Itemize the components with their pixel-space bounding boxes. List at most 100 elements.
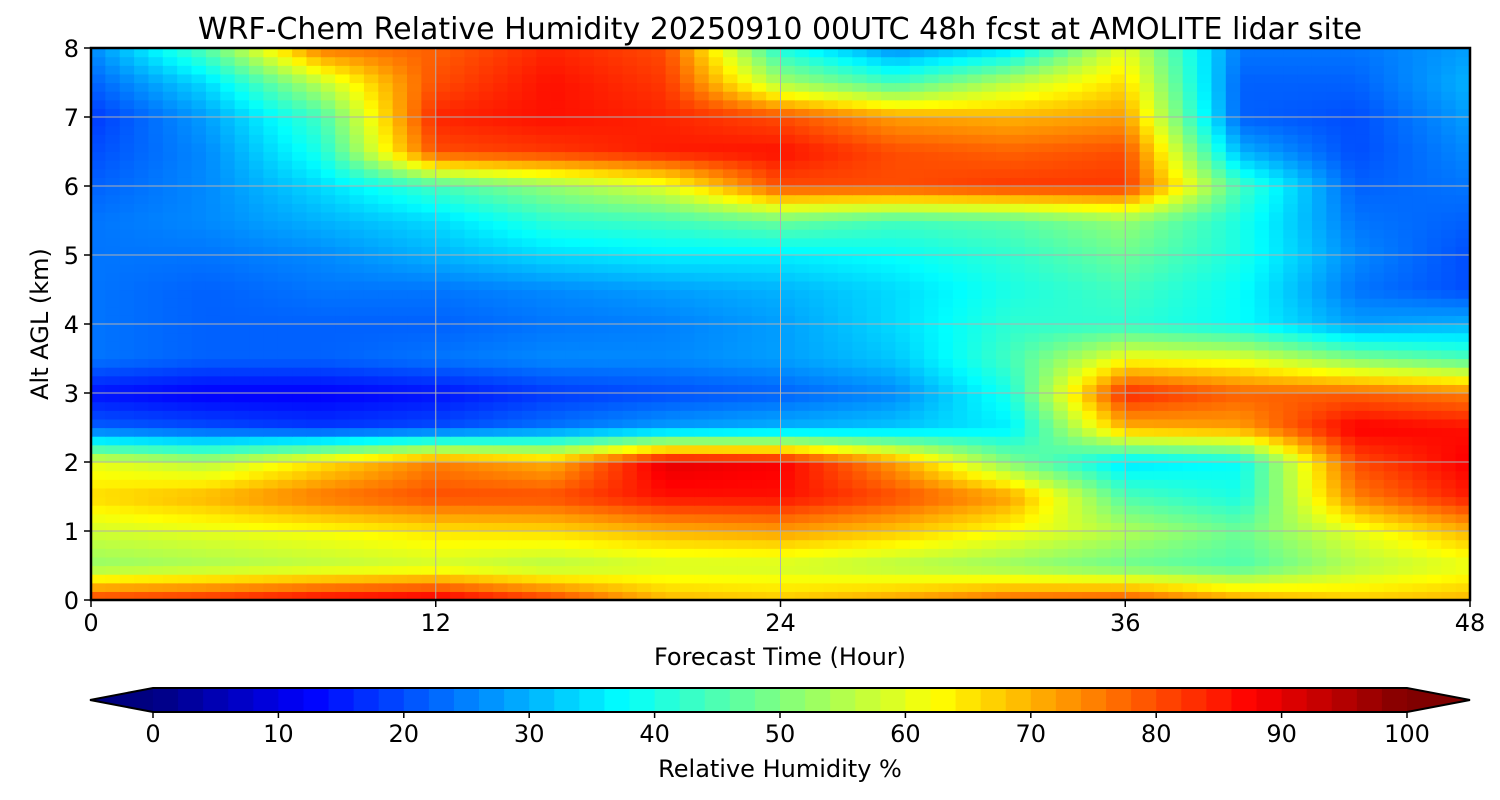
heatmap-cell [1125,263,1141,273]
heatmap-cell [1455,289,1470,299]
heatmap-cell [234,272,250,282]
heatmap-cell [378,418,394,429]
heatmap-cell [177,436,193,446]
heatmap-cell [895,574,911,584]
heatmap-cell [220,280,236,291]
heatmap-cell [162,168,178,178]
heatmap-cell [1211,186,1227,196]
heatmap-cell [277,349,293,360]
heatmap-cell [1398,289,1414,299]
heatmap-cell [1455,556,1470,567]
heatmap-cell [665,203,681,213]
heatmap-cell [1010,531,1026,541]
heatmap-cell [1398,427,1414,437]
heatmap-cell [1096,513,1112,523]
heatmap-cell [780,505,796,515]
heatmap-cell [134,513,150,523]
heatmap-cell [91,522,106,532]
heatmap-cell [622,548,638,558]
heatmap-cell [1340,349,1356,360]
heatmap-cell [320,384,336,394]
heatmap-cell [866,298,882,308]
heatmap-cell [665,453,681,463]
heatmap-cell [780,341,796,351]
heatmap-cell [234,548,250,558]
heatmap-cell [162,186,178,196]
heatmap-cell [565,272,580,282]
heatmap-cell [924,306,940,316]
heatmap-cell [780,548,796,558]
heatmap-cell [335,496,351,506]
heatmap-cell [1240,263,1256,273]
heatmap-cell [1024,522,1040,532]
heatmap-cell [924,582,940,592]
heatmap-cell [651,384,667,394]
heatmap-cell [263,332,279,342]
heatmap-cell [1383,246,1399,256]
heatmap-cell [464,151,480,161]
heatmap-cell [1197,358,1213,368]
heatmap-cell [1254,168,1270,178]
heatmap-cell [981,401,997,411]
heatmap-cell [866,462,882,472]
heatmap-cell [622,358,638,368]
heatmap-cell [766,194,782,204]
heatmap-cell [694,324,710,334]
heatmap-cell [679,194,695,204]
heatmap-cell [1067,186,1083,196]
heatmap-cell [1010,246,1026,256]
heatmap-cell [881,186,897,196]
heatmap-cell [967,298,983,308]
heatmap-cell [493,591,509,600]
heatmap-cell [1240,151,1256,161]
heatmap-cell [249,505,264,515]
heatmap-cell [91,591,106,600]
heatmap-cell [1398,462,1414,472]
heatmap-cell [679,539,695,549]
heatmap-cell [1441,427,1457,437]
heatmap-cell [249,220,264,230]
heatmap-cell [952,203,968,213]
heatmap-cell [1240,280,1256,291]
heatmap-cell [1355,591,1371,600]
heatmap-cell [162,565,178,575]
heatmap-cell [1153,375,1169,385]
heatmap-cell [780,246,796,256]
heatmap-cell [450,565,466,575]
heatmap-cell [1355,349,1371,360]
heatmap-cell [651,255,667,265]
heatmap-cell [679,470,695,480]
heatmap-cell [148,410,164,420]
heatmap-cell [622,574,638,584]
heatmap-cell [464,479,480,489]
heatmap-cell [895,444,911,454]
heatmap-cell [493,384,509,394]
heatmap-cell [205,237,221,247]
heatmap-cell [536,367,552,377]
heatmap-cell [1039,211,1055,222]
heatmap-cell [1225,211,1241,222]
heatmap-cell [1225,168,1241,178]
heatmap-cell [909,237,925,247]
heatmap-cell [1168,229,1184,239]
heatmap-cell [1225,177,1241,187]
heatmap-cell [1139,513,1155,523]
heatmap-cell [134,332,150,342]
heatmap-cell [1082,574,1098,584]
heatmap-cell [1168,444,1184,454]
heatmap-cell [464,462,480,472]
heatmap-cell [1240,186,1256,196]
heatmap-cell [636,513,652,523]
heatmap-cell [565,298,580,308]
heatmap-cell [1268,306,1284,316]
heatmap-cell [938,324,954,334]
heatmap-cell [636,367,652,377]
heatmap-cell [794,194,810,204]
heatmap-cell [881,393,897,403]
heatmap-cell [1039,591,1055,600]
heatmap-cell [478,410,494,420]
heatmap-cell [1125,479,1141,489]
heatmap-cell [938,574,954,584]
heatmap-cell [565,436,580,446]
heatmap-cell [1067,410,1083,420]
